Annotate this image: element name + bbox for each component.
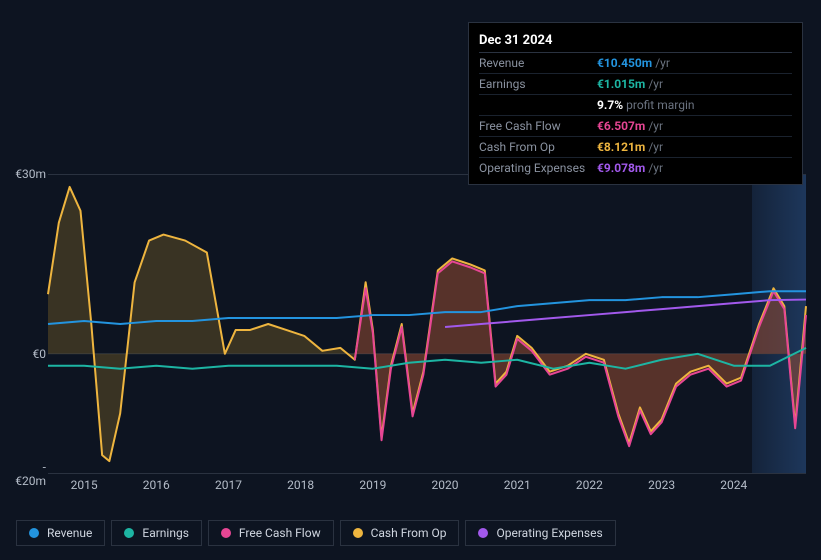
tooltip-row-suffix: /yr <box>648 119 663 133</box>
tooltip-row-suffix: /yr <box>648 77 663 91</box>
tooltip-row-value: 9.7% <box>597 98 623 112</box>
legend-swatch <box>29 528 39 538</box>
tooltip-row: Operating Expenses€9.078m/yr <box>479 158 792 178</box>
x-axis-label: 2021 <box>504 478 531 492</box>
tooltip-row-value: €10.450m <box>597 56 652 70</box>
tooltip-row-label: Cash From Op <box>479 140 597 154</box>
chart-plot[interactable] <box>48 174 806 474</box>
legend-label: Cash From Op <box>371 526 447 540</box>
tooltip-row-suffix: /yr <box>655 56 670 70</box>
legend-label: Operating Expenses <box>496 526 602 540</box>
x-axis-label: 2017 <box>215 478 242 492</box>
legend-item[interactable]: Earnings <box>111 520 202 546</box>
legend-label: Free Cash Flow <box>239 526 321 540</box>
tooltip-row-value: €9.078m <box>597 161 645 175</box>
x-axis-label: 2024 <box>720 478 747 492</box>
legend-item[interactable]: Revenue <box>16 520 105 546</box>
tooltip-row-label: Free Cash Flow <box>479 119 597 133</box>
tooltip-row-suffix: profit margin <box>626 98 694 112</box>
tooltip-row: 9.7%profit margin <box>479 95 792 116</box>
legend-swatch <box>124 528 134 538</box>
chart-tooltip: Dec 31 2024 Revenue€10.450m/yrEarnings€1… <box>468 22 803 185</box>
tooltip-row: Cash From Op€8.121m/yr <box>479 137 792 158</box>
legend-swatch <box>221 528 231 538</box>
legend-swatch <box>478 528 488 538</box>
x-axis-label: 2016 <box>143 478 170 492</box>
tooltip-row-label: Earnings <box>479 77 597 91</box>
tooltip-row-label: Revenue <box>479 56 597 70</box>
y-axis-label: €0 <box>33 347 47 361</box>
x-axis-label: 2020 <box>432 478 459 492</box>
y-axis-label: -€20m <box>15 460 46 488</box>
legend-item[interactable]: Cash From Op <box>340 520 460 546</box>
tooltip-row-label: Operating Expenses <box>479 161 597 175</box>
x-axis-label: 2023 <box>648 478 675 492</box>
x-axis-label: 2022 <box>576 478 603 492</box>
chart-legend: Revenue Earnings Free Cash Flow Cash From O… <box>16 520 616 546</box>
tooltip-row-value: €8.121m <box>597 140 645 154</box>
tooltip-row-value: €1.015m <box>597 77 645 91</box>
tooltip-row: Free Cash Flow€6.507m/yr <box>479 116 792 137</box>
tooltip-row: Revenue€10.450m/yr <box>479 53 792 74</box>
chart-lines <box>48 175 806 473</box>
x-axis-label: 2019 <box>359 478 386 492</box>
legend-label: Revenue <box>47 526 92 540</box>
legend-label: Earnings <box>142 526 189 540</box>
legend-item[interactable]: Operating Expenses <box>465 520 615 546</box>
tooltip-row-value: €6.507m <box>597 119 645 133</box>
tooltip-row-suffix: /yr <box>648 161 663 175</box>
legend-swatch <box>353 528 363 538</box>
y-axis-label: €30m <box>15 167 46 181</box>
financials-chart: €30m €0 -€20m 2015 2016 2017 2018 2019 2020 2021… <box>16 160 806 495</box>
x-axis-label: 2018 <box>287 478 314 492</box>
legend-item[interactable]: Free Cash Flow <box>208 520 334 546</box>
tooltip-row: Earnings€1.015m/yr <box>479 74 792 95</box>
tooltip-rows: Revenue€10.450m/yrEarnings€1.015m/yr9.7%… <box>479 53 792 178</box>
tooltip-row-suffix: /yr <box>648 140 663 154</box>
tooltip-date: Dec 31 2024 <box>479 29 792 53</box>
x-axis-label: 2015 <box>71 478 98 492</box>
